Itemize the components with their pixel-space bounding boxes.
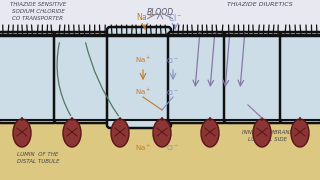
Text: Na$^+$: Na$^+$ (135, 87, 151, 97)
Text: BLOOD: BLOOD (147, 8, 173, 17)
Ellipse shape (153, 119, 171, 147)
Ellipse shape (201, 119, 219, 147)
FancyBboxPatch shape (0, 120, 320, 180)
Text: INNER MEMBRANE
LUMINAL SIDE: INNER MEMBRANE LUMINAL SIDE (243, 130, 293, 142)
Ellipse shape (13, 119, 31, 147)
Text: Cl$^-$: Cl$^-$ (166, 143, 180, 152)
Ellipse shape (63, 119, 81, 147)
Text: THIAZIDE DIURETICS: THIAZIDE DIURETICS (227, 2, 293, 7)
Text: Na$^+$: Na$^+$ (135, 143, 151, 153)
FancyBboxPatch shape (107, 27, 171, 128)
FancyBboxPatch shape (54, 32, 110, 123)
Ellipse shape (253, 119, 271, 147)
Text: Na$^+$: Na$^+$ (136, 11, 154, 23)
Ellipse shape (111, 119, 129, 147)
Ellipse shape (291, 119, 309, 147)
FancyBboxPatch shape (280, 32, 320, 123)
Text: Na$^+$: Na$^+$ (135, 55, 151, 65)
FancyBboxPatch shape (0, 32, 57, 123)
Text: LUMIN  OF THE
DISTAL TUBULE: LUMIN OF THE DISTAL TUBULE (17, 152, 59, 164)
Text: Cl$^-$: Cl$^-$ (168, 12, 182, 22)
FancyBboxPatch shape (224, 32, 283, 123)
Text: Cl$^-$: Cl$^-$ (166, 55, 180, 64)
Text: THIAZIDE SENSITIVE
SODIUM CHLORIDE
CO TRANSPORTER: THIAZIDE SENSITIVE SODIUM CHLORIDE CO TR… (10, 2, 66, 21)
FancyBboxPatch shape (168, 32, 227, 123)
Text: Cl$^-$: Cl$^-$ (166, 87, 180, 96)
